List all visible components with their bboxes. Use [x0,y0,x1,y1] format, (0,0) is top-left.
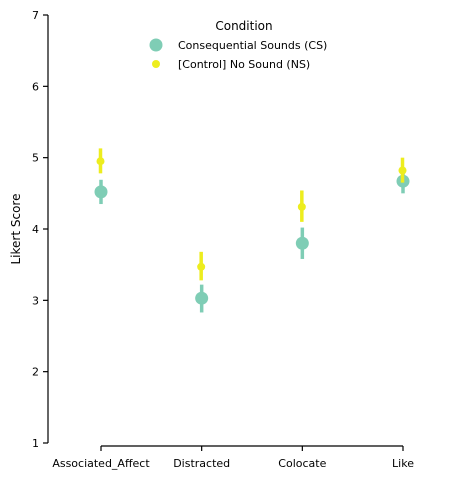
legend-marker [149,38,163,52]
data-marks [94,148,410,313]
x-tick-label: Like [392,457,414,470]
legend-title: Condition [215,19,272,33]
legend-entry-label: [Control] No Sound (NS) [178,58,310,71]
data-point [94,185,108,199]
legend-entry-label: Consequential Sounds (CS) [178,39,327,52]
x-tick-label: Distracted [173,457,230,470]
y-tick-label: 3 [32,294,39,307]
y-tick-label: 4 [32,223,39,236]
y-tick-label: 2 [32,366,39,379]
data-point [398,166,407,175]
data-point [297,202,306,211]
y-tick-label: 1 [32,437,39,450]
y-tick-label: 7 [32,9,39,22]
x-tick-label: Associated_Affect [52,457,150,470]
data-point [195,291,209,305]
legend-marker [152,60,160,68]
data-point [295,236,309,250]
x-tick-label: Colocate [278,457,326,470]
axes: 1 2 3 4 5 6 7 Associated_Affect Distracted Coloca… [32,9,414,470]
data-point [96,157,105,166]
y-axis-label: Likert Score [9,194,23,265]
legend: Condition Consequential Sounds (CS) [Cont… [149,19,327,71]
y-tick-label: 6 [32,80,39,93]
data-point [197,262,206,271]
y-tick-label: 5 [32,152,39,165]
